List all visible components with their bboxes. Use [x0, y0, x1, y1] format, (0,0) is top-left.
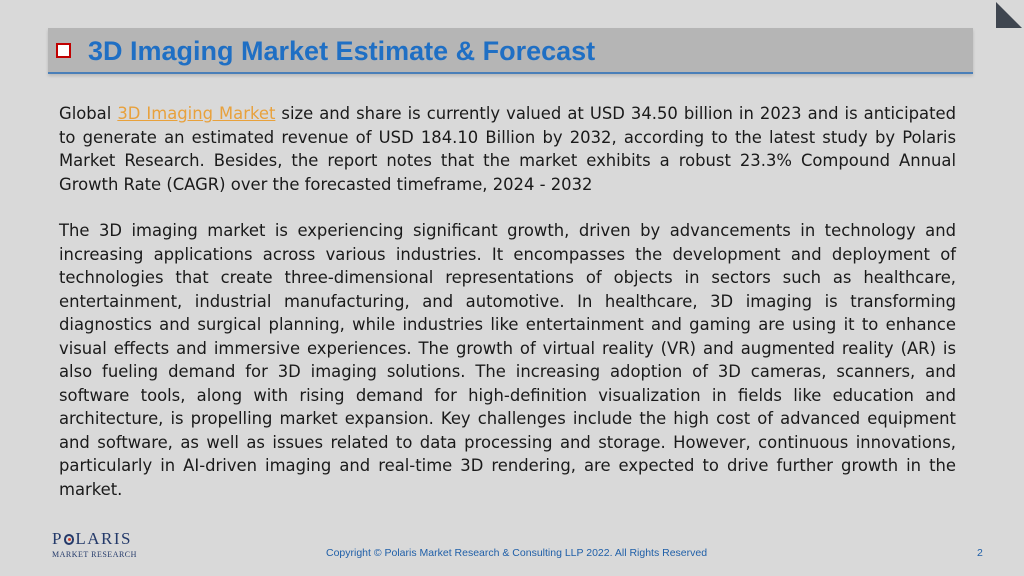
corner-triangle-icon [996, 2, 1022, 28]
logo-wordmark: P LARIS [52, 530, 132, 548]
intro-text-rest: size and share is currently valued at US… [59, 104, 956, 194]
logo-subtitle: MARKET RESEARCH [52, 550, 137, 559]
copyright-text: Copyright © Polaris Market Research & Co… [326, 547, 708, 559]
page-title: 3D Imaging Market Estimate & Forecast [88, 36, 596, 66]
page-number: 2 [977, 547, 983, 559]
body-text: Global 3D Imaging Market size and share … [59, 102, 956, 524]
logo-compass-icon [63, 533, 75, 545]
description-paragraph: The 3D imaging market is experiencing si… [59, 221, 956, 499]
intro-text-start: Global [59, 104, 118, 123]
title-bar: 3D Imaging Market Estimate & Forecast [48, 28, 973, 74]
checkbox-bullet-icon [56, 43, 71, 58]
logo-letter-p: P [52, 529, 63, 548]
intro-paragraph: Global 3D Imaging Market size and share … [59, 102, 956, 196]
market-link[interactable]: 3D Imaging Market [117, 104, 276, 123]
logo-letters-laris: LARIS [75, 529, 132, 548]
polaris-logo: P LARIS MARKET RESEARCH [52, 530, 137, 562]
